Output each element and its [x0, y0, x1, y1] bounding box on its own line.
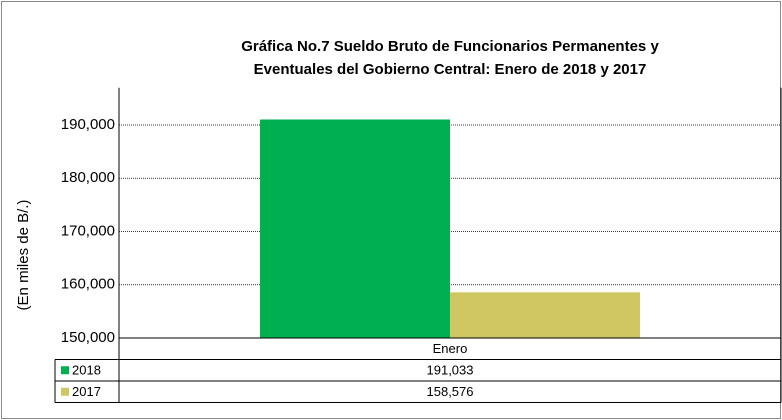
data-table-value: 191,033 [427, 363, 474, 378]
y-axis-label: (En miles de B/.) [15, 200, 32, 311]
y-tick-label: 190,000 [61, 116, 115, 133]
bar [450, 292, 640, 338]
y-tick-label: 150,000 [61, 329, 115, 346]
x-tick-label: Enero [433, 341, 468, 356]
legend-label: 2018 [72, 363, 101, 378]
legend-label: 2017 [72, 384, 101, 399]
data-table-value: 158,576 [427, 384, 474, 399]
y-tick-label: 160,000 [61, 276, 115, 293]
chart-title: Gráfica No.7 Sueldo Bruto de Funcionario… [241, 38, 659, 55]
chart-title: Eventuales del Gobierno Central: Enero d… [254, 61, 647, 78]
y-tick-label: 180,000 [61, 169, 115, 186]
y-tick-label: 170,000 [61, 222, 115, 239]
bar [260, 119, 450, 338]
legend-swatch [61, 366, 69, 375]
legend-swatch [61, 387, 69, 396]
